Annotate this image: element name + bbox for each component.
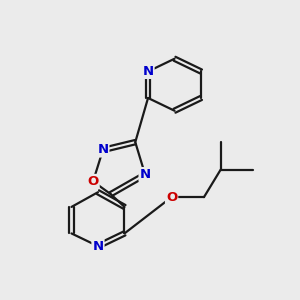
Text: N: N: [142, 65, 154, 78]
Text: N: N: [140, 168, 151, 181]
Text: O: O: [166, 190, 177, 204]
Text: N: N: [97, 143, 109, 157]
Text: O: O: [87, 175, 99, 188]
Text: N: N: [92, 240, 104, 253]
